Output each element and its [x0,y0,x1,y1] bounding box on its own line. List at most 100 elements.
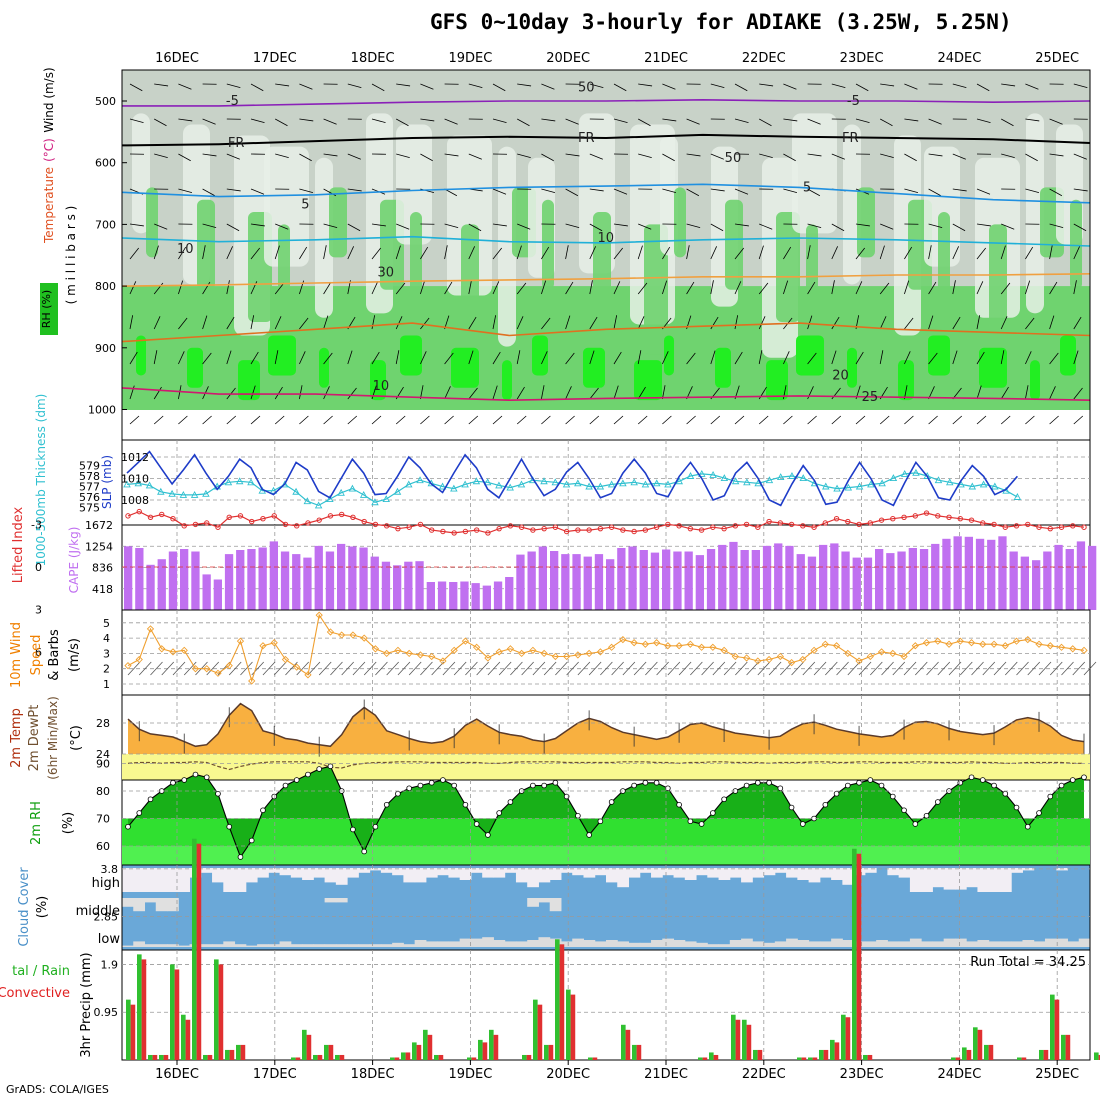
precip-total-bar [1094,1052,1099,1060]
precip-convective-bar [592,1057,598,1060]
cloud-low-gap [718,944,731,947]
wind-barb [226,223,240,232]
rh-point [597,818,604,825]
wind-barb-10m [352,661,366,676]
contour-label: 5 [803,180,811,195]
wind-barb [686,245,690,260]
wind-barb [1049,315,1055,330]
cape-tick: 836 [92,562,113,575]
cloud-middle-gap [133,898,146,912]
wind-barb [686,415,696,425]
cape-bar [931,543,940,610]
wind-barb [154,223,168,230]
li-point [586,527,592,533]
cape-bar [258,547,267,610]
li-tick: 6 [35,646,42,659]
cloud-middle-gap [155,898,168,912]
wind-barb [734,281,742,295]
rh-point [878,782,885,789]
cape-bar [393,565,402,610]
thickness-point [202,489,210,497]
thickness-point [675,477,684,485]
thickness-tick: 579 [79,460,100,473]
wind-barb [976,223,991,227]
cloud-high-gap [921,868,933,892]
cape-bar [942,538,951,610]
precip-total-bar [203,1054,208,1060]
wind-barb [1073,387,1083,400]
cape-bar [359,547,368,610]
wind-barb [637,386,646,400]
wind-barb [178,246,187,260]
wind-barb [952,153,966,160]
thickness-point [743,478,751,486]
wind-barb [589,153,603,160]
cloud-low-gap [369,944,382,947]
wind-barb [202,118,216,125]
wind-barb [613,83,627,92]
cape-bar [381,561,391,610]
wind-barb [274,350,279,365]
wind-barb [299,317,309,330]
wind-barb [396,223,410,230]
precip-convective-bar [471,1057,477,1060]
wind-barb [275,153,289,158]
wind-barb-10m [825,661,838,676]
wind-barb-10m [948,661,962,676]
li-point [1036,524,1042,530]
rh-moist-patch [542,199,554,290]
wind-barb [879,245,885,260]
cloud-low-gap [684,941,697,947]
wind-speed-point [607,643,616,651]
wind-barb-10m [498,661,512,676]
date-label-bottom: 20DEC [546,1067,590,1082]
wind-barb [759,153,773,158]
wind-barb-10m [307,661,321,676]
wind-barb [613,385,619,400]
wind-speed-point [326,628,335,636]
wind-barb [468,415,479,425]
wind-barb-10m [1016,661,1029,676]
rh-point [395,790,401,797]
wind-speed-point [540,649,548,658]
precip-total-bar [984,1044,989,1060]
wind-barb-10m [993,661,1007,676]
precip-total-bar [753,1049,758,1060]
thickness-point [348,484,357,492]
wind-barb [880,223,894,230]
wind-barb [952,350,958,365]
precip-convective-bar [570,994,576,1060]
wind-barb [565,223,580,228]
thickness-point [754,479,762,487]
wind-barb-10m [420,661,433,676]
contour-label: -5 [226,94,239,109]
precip-convective-bar [438,1054,444,1060]
cloud-middle-gap [549,898,562,912]
wind-barb-10m [138,661,152,676]
wind-barb [492,247,503,260]
precip-convective-bar [526,1054,532,1060]
cape-bar [1020,556,1029,610]
cape-bar [718,544,727,610]
wind-barb-10m [633,661,647,676]
wind-barb [686,352,696,365]
pressure-axis-label: ( m i l l i b a r s ) [64,206,78,305]
precip-convective-bar [867,1054,873,1060]
wind-speed-point [742,654,751,662]
wind-barb [153,386,162,400]
precip-convective-bar [812,1057,818,1060]
cloud-high-gap [1011,868,1023,873]
cloud-high-gap [786,868,798,878]
rh-point [260,807,266,814]
rh-tick: 90 [96,758,110,771]
cloud-low-gap [1033,941,1046,947]
wind-barb [710,83,725,88]
wind-speed-point [124,662,132,670]
wind-speed-point [855,657,863,665]
wind-speed-point [203,665,211,673]
wind-barb [178,317,188,330]
wind-barb [1049,352,1059,365]
cape-bar [527,551,536,610]
wind-barb [420,351,427,365]
contour-label: FR [578,131,595,146]
